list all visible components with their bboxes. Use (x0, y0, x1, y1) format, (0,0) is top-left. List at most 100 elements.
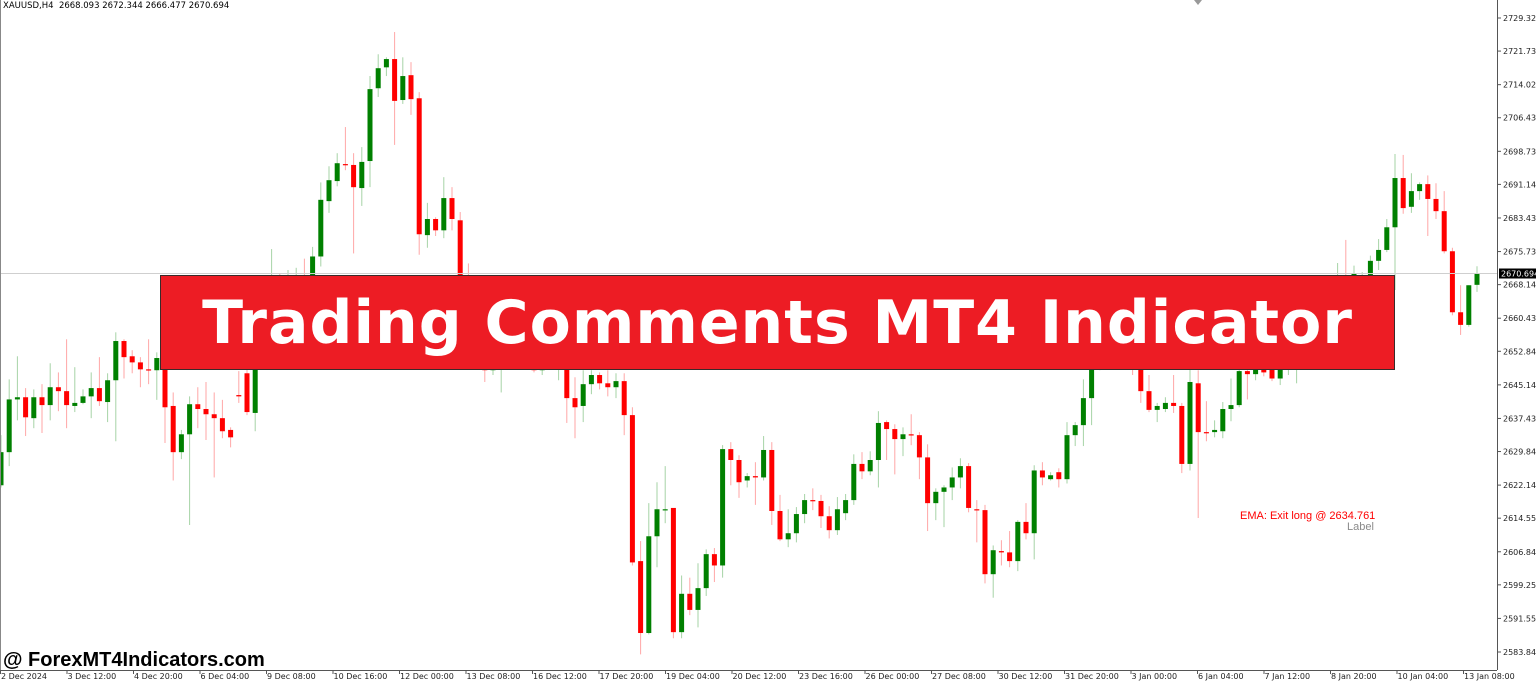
candle-body (1474, 273, 1480, 285)
candle (326, 166, 332, 213)
candle-body (957, 466, 963, 478)
x-tick-label: 2 Dec 2024 (1, 672, 47, 681)
candle-body (1146, 391, 1152, 410)
candle-body (925, 457, 931, 504)
candle-body (752, 476, 758, 478)
candle (55, 372, 61, 412)
candle (744, 473, 750, 488)
candle-body (1458, 312, 1464, 325)
candle (687, 577, 693, 616)
candle-body (219, 418, 225, 432)
candle-body (310, 256, 316, 281)
candle-body (605, 383, 611, 388)
candle (1072, 422, 1078, 447)
candle-body (1261, 368, 1267, 373)
candle (629, 407, 635, 566)
candle-body (834, 509, 840, 531)
candle (580, 370, 586, 423)
candle-body (1367, 260, 1373, 277)
x-tick-label: 9 Dec 08:00 (267, 672, 316, 681)
candle (195, 387, 201, 429)
candle (146, 339, 152, 385)
y-tick-label: 2629.845 (1503, 448, 1536, 457)
candle (875, 411, 881, 488)
candle-body (572, 398, 578, 408)
candle (621, 373, 627, 436)
candle (818, 494, 824, 528)
candle (1187, 369, 1193, 471)
candle (1195, 370, 1201, 518)
candle-body (72, 402, 78, 406)
candle (211, 392, 217, 478)
candle-body (777, 510, 783, 540)
candle-body (900, 434, 906, 440)
candle (802, 493, 808, 524)
candle-body (793, 514, 799, 534)
x-tick-label: 6 Dec 04:00 (201, 672, 250, 681)
candle-body (916, 435, 922, 458)
candle (1236, 364, 1242, 408)
candle-body (621, 381, 627, 416)
candle (769, 442, 775, 525)
y-tick-label: 2637.435 (1503, 414, 1536, 423)
y-tick-label: 2599.255 (1503, 581, 1536, 590)
candle-body (1392, 178, 1398, 228)
candle (1474, 266, 1480, 292)
candle (892, 424, 898, 475)
candle (826, 506, 832, 539)
candle-body (228, 429, 234, 438)
candle (1417, 182, 1423, 200)
candle-body (1228, 405, 1234, 410)
candle-body (23, 397, 29, 418)
banner-title: Trading Comments MT4 Indicator (202, 287, 1353, 358)
candle-body (564, 355, 570, 399)
y-tick-label: 2683.435 (1503, 214, 1536, 223)
candle (588, 370, 594, 395)
candle (908, 414, 914, 446)
x-tick-label: 16 Dec 12:00 (533, 672, 587, 681)
candle-body (252, 344, 258, 413)
candle-body (1212, 429, 1218, 433)
current-price-label: 2670.694 (1501, 270, 1536, 279)
candle-body (736, 460, 742, 483)
candle-body (884, 422, 890, 430)
candle (1212, 420, 1218, 438)
candle-body (137, 362, 143, 370)
candle (572, 377, 578, 439)
y-tick-label: 2645.140 (1503, 381, 1536, 390)
candle (597, 372, 603, 390)
candle (154, 352, 160, 400)
y-tick-label: 2652.845 (1503, 347, 1536, 356)
candle-body (670, 507, 676, 633)
candle (736, 455, 742, 498)
candle-body (859, 463, 865, 472)
candle (662, 466, 668, 524)
candle-body (1072, 425, 1078, 436)
candle-body (0, 452, 4, 486)
candle-body (687, 593, 693, 610)
candle-body (1056, 472, 1062, 480)
candle-body (1154, 405, 1160, 410)
chart-shift-marker-icon[interactable] (1194, 0, 1202, 5)
candle-body (875, 422, 881, 461)
candle (1064, 422, 1070, 484)
candle-body (441, 198, 447, 231)
candle (236, 371, 242, 403)
candle (1384, 218, 1390, 253)
candle-body (1408, 191, 1414, 207)
candle (96, 357, 102, 406)
y-tick-label: 2729.320 (1503, 14, 1536, 23)
candle-body (39, 397, 45, 406)
candle-body (941, 487, 947, 492)
candle (178, 429, 184, 460)
candle (670, 507, 676, 639)
candle-body (761, 449, 767, 478)
candle (88, 372, 94, 419)
candle-body (597, 375, 603, 384)
y-tick-label: 2622.140 (1503, 481, 1536, 490)
candle (982, 504, 988, 584)
candle (1171, 375, 1177, 413)
candle (129, 350, 135, 374)
candle-body (826, 516, 832, 531)
